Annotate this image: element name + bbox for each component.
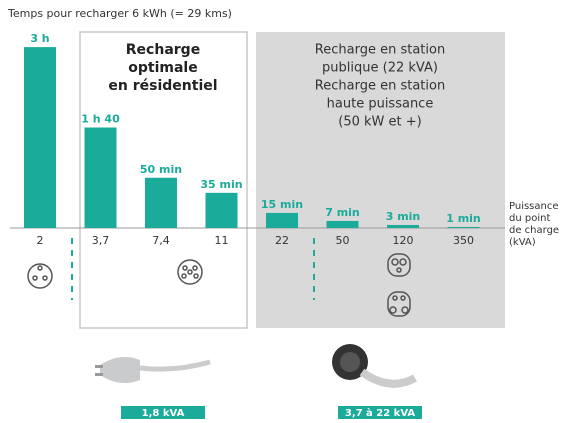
value-label: 35 min [200,178,242,191]
plug-label: 1,8 kVA [142,408,185,419]
x-tick-label: 7,4 [152,234,170,247]
x-tick-label: 50 [336,234,350,247]
x-tick-label: 350 [453,234,474,247]
zone-text: Recharge en station [315,43,445,58]
x-tick-label: 120 [393,234,414,247]
zone-text: haute puissance [327,97,434,112]
value-label: 3 min [386,210,421,223]
bar [266,213,298,228]
zone-text: Recharge [126,42,200,58]
zone-text: optimale [128,60,197,76]
zone-text: publique (22 kVA) [322,61,438,76]
value-label: 3 h [30,32,49,45]
zone-text: en résidentiel [108,78,217,94]
bar [206,193,238,228]
value-label: 50 min [140,163,182,176]
value-label: 15 min [261,198,303,211]
x-tick-label: 3,7 [92,234,110,247]
station-zone [256,32,505,328]
x-tick-label: 22 [275,234,289,247]
bar [327,221,359,228]
x-axis-label: de charge [509,225,559,236]
zone-text: (50 kW et +) [338,115,421,130]
chart: Temps pour recharger 6 kWh (= 29 kms) 3 … [0,0,578,419]
bar [145,178,177,228]
plug-label: 3,7 à 22 kVA [345,407,416,419]
bar [85,128,117,229]
value-label: 1 h 40 [81,113,120,126]
x-axis-label: (kVA) [509,237,536,248]
plug-image [95,344,415,384]
x-axis-label: Puissance [509,201,559,212]
x-tick-label: 2 [37,234,44,247]
bar [387,225,419,228]
zone-text: Recharge en station [315,79,445,94]
x-tick-label: 11 [215,234,229,247]
bar [448,227,480,228]
x-axis-label: du point [509,213,550,224]
bar [24,47,56,228]
value-label: 7 min [325,206,360,219]
chart-title: Temps pour recharger 6 kWh (= 29 kms) [7,7,232,20]
value-label: 1 min [446,212,481,225]
